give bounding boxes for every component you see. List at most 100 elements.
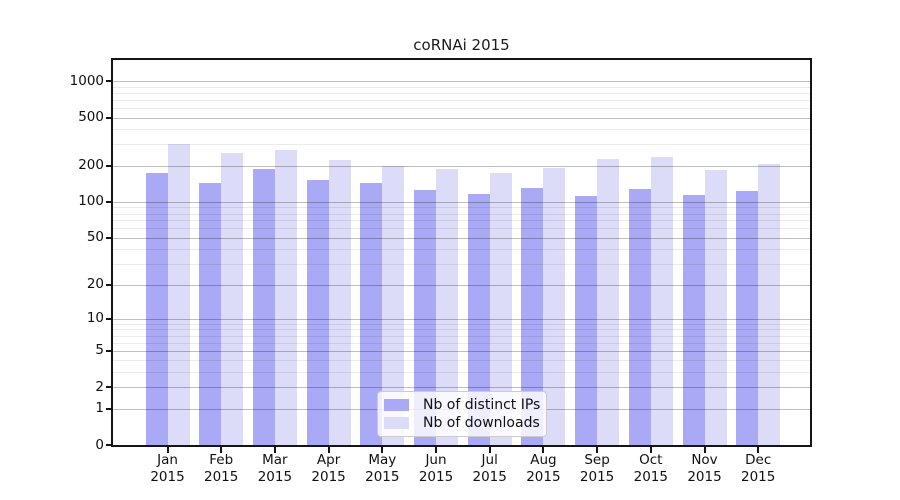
minor-gridline-90 (113, 207, 810, 209)
major-gridline-50 (113, 237, 810, 239)
y-tick-label-20: 20 (86, 276, 104, 293)
minor-gridline-6 (113, 342, 810, 344)
y-tick-mark-1000 (106, 80, 113, 82)
y-tick-mark-200 (106, 164, 113, 167)
x-tick-mark-feb (220, 447, 223, 453)
x-tick-label-mar: Mar 2015 (257, 452, 293, 485)
x-tick-mark-apr (327, 447, 330, 453)
bar-ips-feb (199, 182, 222, 445)
bar-ips-dec (736, 190, 759, 445)
bar-downloads-apr (328, 159, 351, 445)
minor-gridline-800 (113, 92, 810, 94)
bar-ips-jul (467, 193, 490, 445)
minor-gridline-9 (113, 323, 810, 325)
x-tick-label-dec: Dec 2015 (741, 452, 776, 485)
bar-downloads-mar (274, 149, 297, 445)
y-tick-label-0: 0 (95, 436, 104, 453)
major-gridline-1000 (113, 81, 810, 82)
minor-gridline-30 (113, 264, 810, 266)
major-gridline-20 (113, 284, 810, 286)
y-tick-label-5: 5 (95, 342, 104, 359)
bar-downloads-aug (543, 168, 566, 445)
bar-ips-oct (628, 189, 651, 445)
y-tick-label-1: 1 (95, 400, 104, 416)
y-tick-mark-0 (106, 444, 113, 446)
y-tick-mark-50 (106, 236, 113, 239)
bar-downloads-may (382, 165, 405, 445)
bar-ips-nov (682, 194, 705, 445)
y-tick-label-200: 200 (78, 157, 104, 174)
y-tick-label-100: 100 (78, 193, 104, 210)
minor-gridline-60 (113, 228, 810, 230)
x-tick-label-sep: Sep 2015 (579, 452, 615, 485)
x-tick-mark-dec (757, 447, 760, 453)
minor-gridline-600 (113, 107, 810, 109)
bar-ips-sep (575, 196, 598, 445)
plot-canvas (113, 60, 810, 445)
bar-ips-apr (306, 179, 329, 445)
x-tick-label-feb: Feb 2015 (204, 452, 239, 485)
x-tick-mark-jan (166, 447, 169, 453)
x-tick-label-jun: Jun 2015 (418, 452, 454, 485)
bar-ips-may (360, 182, 383, 445)
x-tick-mark-sep (596, 447, 599, 453)
legend-swatch-downloads (384, 417, 409, 429)
x-tick-mark-aug (542, 447, 545, 453)
x-tick-label-nov: Nov 2015 (687, 452, 722, 485)
x-tick-mark-oct (649, 447, 652, 453)
minor-gridline-900 (113, 86, 810, 88)
y-tick-mark-2 (106, 386, 113, 389)
major-gridline-5 (113, 350, 810, 352)
legend-swatch-distinct-ips (384, 399, 409, 411)
bar-ips-jun (414, 189, 436, 445)
minor-gridline-400 (113, 129, 810, 131)
x-tick-mark-may (381, 447, 384, 453)
x-tick-label-apr: Apr 2015 (311, 452, 346, 485)
minor-gridline-7 (113, 335, 810, 337)
y-tick-label-2: 2 (95, 378, 104, 395)
bar-downloads-feb (221, 152, 244, 445)
bar-ips-aug (521, 187, 544, 445)
bar-downloads-nov (704, 170, 727, 445)
y-tick-mark-1 (106, 407, 113, 410)
y-tick-label-1000: 1000 (69, 72, 104, 89)
x-tick-mark-nov (703, 447, 706, 453)
legend-label-downloads: Nb of downloads (423, 415, 540, 431)
bar-ips-jan (145, 172, 168, 445)
x-tick-label-jul: Jul 2015 (472, 452, 507, 485)
y-tick-mark-10 (106, 317, 113, 320)
x-tick-label-aug: Aug 2015 (526, 452, 561, 485)
x-tick-label-jan: Jan 2015 (150, 452, 185, 485)
minor-gridline-8 (113, 329, 810, 331)
y-tick-mark-500 (106, 116, 113, 119)
bar-downloads-dec (758, 164, 781, 445)
x-tick-label-may: May 2015 (365, 452, 400, 485)
plot-area (111, 58, 812, 447)
y-tick-mark-20 (106, 283, 113, 286)
major-gridline-2 (113, 387, 810, 389)
x-tick-mark-jul (488, 447, 491, 453)
x-tick-label-oct: Oct 2015 (633, 452, 668, 485)
bar-downloads-sep (597, 158, 620, 445)
y-tick-mark-100 (106, 200, 113, 203)
minor-gridline-40 (113, 249, 810, 251)
bar-ips-mar (252, 168, 275, 445)
major-gridline-100 (113, 201, 810, 203)
bar-downloads-jun (436, 168, 458, 445)
legend-entry-downloads: Nb of downloads (384, 415, 540, 431)
bar-downloads-jan (167, 143, 190, 445)
minor-gridline-4 (113, 360, 810, 362)
y-tick-label-50: 50 (86, 229, 104, 246)
y-tick-label-10: 10 (86, 310, 104, 327)
major-gridline-500 (113, 117, 810, 119)
legend-label-distinct-ips: Nb of distinct IPs (423, 397, 541, 413)
bar-downloads-oct (650, 156, 673, 445)
chart-title: coRNAi 2015 (413, 36, 510, 54)
minor-gridline-80 (113, 213, 810, 215)
legend: Nb of distinct IPs Nb of downloads (377, 391, 547, 437)
y-tick-mark-5 (106, 349, 113, 352)
minor-gridline-300 (113, 144, 810, 146)
x-tick-mark-jun (435, 447, 437, 453)
x-tick-mark-mar (273, 447, 276, 453)
